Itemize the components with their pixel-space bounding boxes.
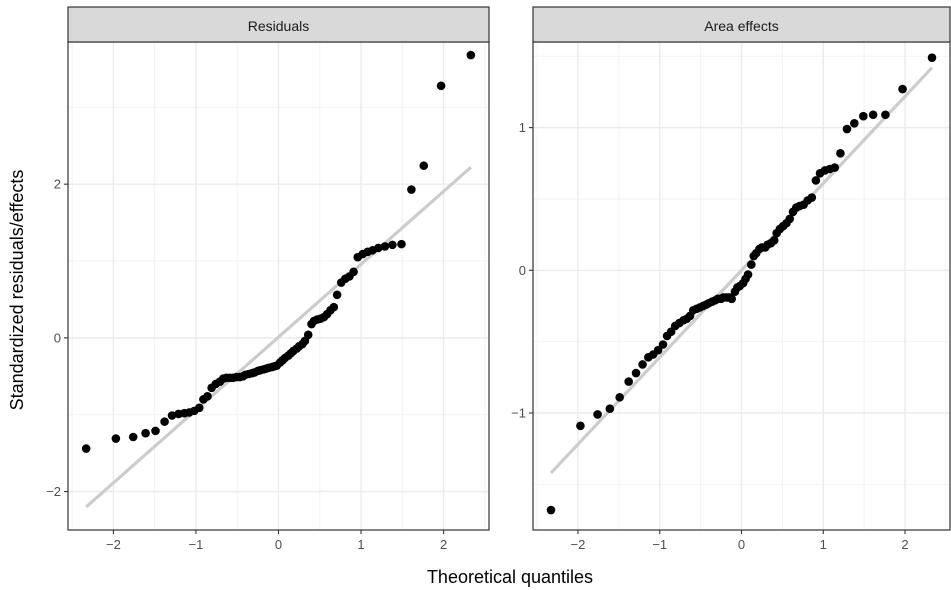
data-point xyxy=(81,444,91,453)
y-axis-title: Standardized residuals/effects xyxy=(7,170,27,411)
y-tick-label: 2 xyxy=(54,177,61,192)
data-point xyxy=(615,392,624,402)
data-point xyxy=(769,236,779,245)
x-axis-title: Theoretical quantiles xyxy=(427,567,593,587)
data-point xyxy=(349,267,358,277)
data-point xyxy=(850,119,859,128)
y-tick-label: −1 xyxy=(511,405,526,420)
data-point xyxy=(303,330,313,340)
y-tick-label: 0 xyxy=(519,263,526,278)
data-point xyxy=(419,161,429,171)
data-point xyxy=(605,404,615,414)
data-point xyxy=(380,242,390,251)
x-tick-label: 2 xyxy=(440,537,447,552)
y-tick-label: −2 xyxy=(46,484,61,499)
data-point xyxy=(658,340,668,349)
x-tick-label: 1 xyxy=(357,537,364,552)
data-point xyxy=(466,50,476,60)
data-point xyxy=(128,432,138,442)
data-point xyxy=(203,391,212,401)
data-point xyxy=(151,426,160,436)
data-point xyxy=(743,270,753,279)
data-point xyxy=(727,294,736,304)
panel-area-effects: Area effects −2 −1 0 1 2 −1 0 1 xyxy=(511,6,951,552)
x-tick-label: −1 xyxy=(652,537,667,552)
x-tick-label: 0 xyxy=(738,537,745,552)
data-point xyxy=(807,193,817,202)
x-tick-label: −1 xyxy=(189,537,204,552)
data-point xyxy=(593,410,602,419)
data-point xyxy=(859,111,868,121)
y-tick-label: 0 xyxy=(54,330,61,345)
data-point xyxy=(631,368,641,378)
data-point xyxy=(407,185,416,194)
data-point xyxy=(785,214,795,224)
data-point xyxy=(167,411,177,420)
data-point xyxy=(638,360,647,369)
data-point xyxy=(747,260,756,269)
data-point xyxy=(160,417,169,426)
data-point xyxy=(546,505,556,515)
data-point xyxy=(329,302,339,312)
data-point xyxy=(927,53,937,62)
x-tick-label: 0 xyxy=(275,537,282,552)
y-tick-label: 1 xyxy=(519,120,526,135)
data-point xyxy=(141,428,150,438)
data-point xyxy=(194,403,204,413)
data-point xyxy=(374,243,383,253)
strip-background xyxy=(532,6,951,43)
data-point xyxy=(397,239,406,249)
data-point xyxy=(653,345,663,355)
x-tick-label: 2 xyxy=(901,537,908,552)
x-tick-label: −2 xyxy=(106,537,121,552)
data-point xyxy=(111,434,121,443)
data-point xyxy=(576,421,585,431)
data-point xyxy=(811,176,821,185)
data-point xyxy=(898,84,907,94)
data-point xyxy=(332,290,342,300)
data-point xyxy=(881,110,890,120)
data-point xyxy=(830,163,840,172)
qq-reference-line xyxy=(549,66,934,475)
data-point xyxy=(842,124,852,134)
data-point xyxy=(868,110,878,120)
data-point xyxy=(388,240,397,250)
strip-background xyxy=(67,6,490,43)
strip-label: Residuals xyxy=(248,18,309,34)
data-point xyxy=(836,148,845,158)
data-point xyxy=(624,377,633,386)
panel-residuals: Residuals −2 −1 0 1 2 −2 0 2 xyxy=(46,6,490,552)
strip-label: Area effects xyxy=(704,18,778,34)
x-tick-label: 1 xyxy=(820,537,827,552)
x-tick-label: −2 xyxy=(571,537,586,552)
data-point xyxy=(436,81,446,91)
qq-reference-line xyxy=(85,166,472,509)
